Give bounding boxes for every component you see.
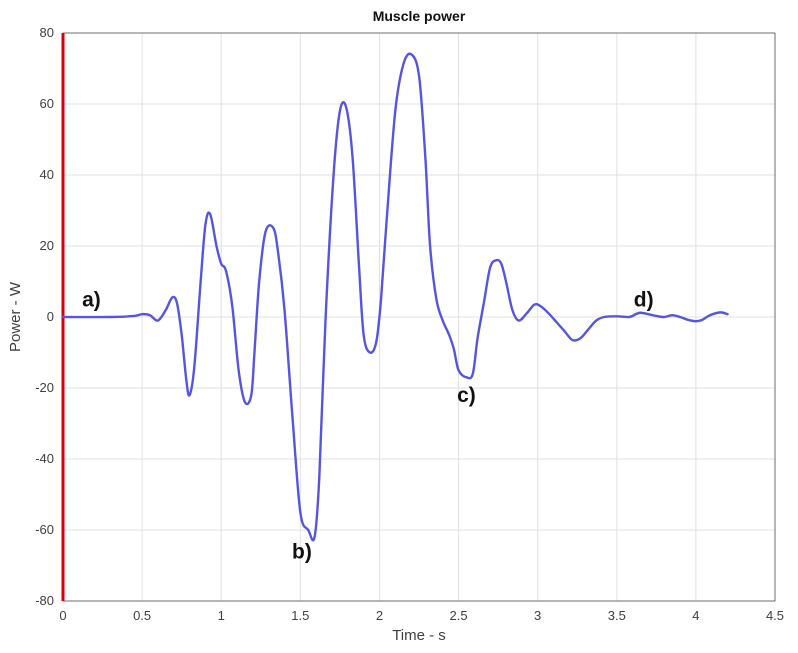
annotation-label: c) [457, 384, 476, 407]
annotation-label: a) [82, 288, 101, 311]
tick-labels: 0 0.5 1 1.5 2 2.5 3 3.5 4 4.5 80 60 40 20 0 -20 -40 -60 -8… [35, 25, 784, 623]
x-tick-label: 1 [218, 608, 225, 623]
x-tick-label: 2.5 [450, 608, 468, 623]
chart-title: Muscle power [373, 8, 466, 24]
x-axis-title: Time - s [392, 627, 446, 644]
x-tick-label: 0 [59, 608, 66, 623]
annotation-label: d) [634, 288, 654, 311]
annotation-label: b) [292, 540, 312, 563]
power-series-line [61, 52, 729, 542]
x-tick-label: 2 [376, 608, 383, 623]
x-tick-label: 3.5 [608, 608, 626, 623]
y-tick-label: 0 [47, 309, 54, 324]
y-tick-label: -60 [35, 522, 54, 537]
y-tick-label: 20 [40, 238, 54, 253]
x-tick-label: 3 [534, 608, 541, 623]
x-tick-label: 1.5 [291, 608, 309, 623]
y-tick-label: 40 [40, 167, 54, 182]
annotations: a) b) c) d) [82, 288, 653, 563]
x-tick-label: 4 [692, 608, 699, 623]
y-axis-title: Power - W [7, 281, 24, 352]
x-tick-label: 4.5 [766, 608, 784, 623]
y-tick-label: 80 [40, 25, 54, 40]
y-tick-label: -80 [35, 593, 54, 608]
y-tick-label: -20 [35, 380, 54, 395]
x-tick-label: 0.5 [133, 608, 151, 623]
y-tick-label: 60 [40, 96, 54, 111]
y-tick-label: -40 [35, 451, 54, 466]
